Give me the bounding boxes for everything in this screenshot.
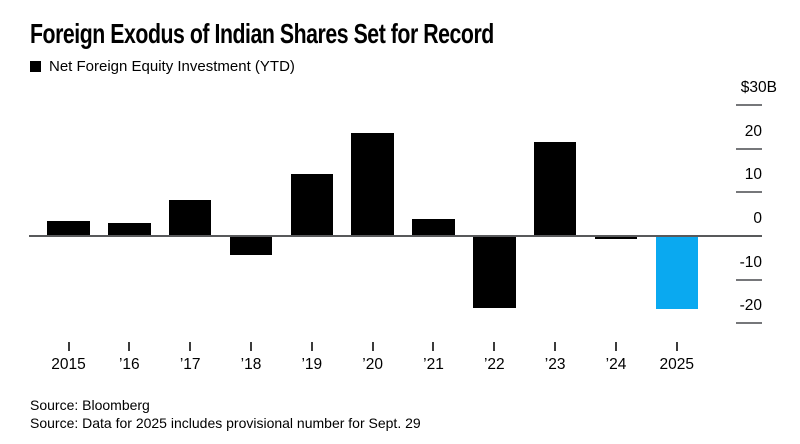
x-axis-tick bbox=[432, 342, 435, 351]
y-axis-label: 20 bbox=[744, 122, 762, 140]
y-axis-tick bbox=[736, 191, 762, 194]
y-axis-label: 10 bbox=[744, 166, 762, 184]
x-axis-tick bbox=[67, 342, 70, 351]
zero-axis-line bbox=[29, 235, 762, 237]
bar-19 bbox=[290, 173, 334, 236]
y-axis-label: 0 bbox=[753, 210, 762, 227]
bar-23 bbox=[533, 142, 577, 236]
bar-16 bbox=[108, 222, 151, 236]
bar-22 bbox=[473, 236, 516, 309]
chart-title: Foreign Exodus of Indian Shares Set for … bbox=[30, 18, 494, 49]
bar-18 bbox=[229, 236, 273, 255]
x-axis-label: ’23 bbox=[544, 356, 566, 373]
x-axis-tick bbox=[493, 342, 496, 351]
x-axis-label: 2015 bbox=[51, 356, 86, 373]
y-axis-label: -10 bbox=[739, 253, 762, 271]
x-axis-tick bbox=[128, 342, 131, 351]
x-axis-tick bbox=[371, 342, 374, 351]
bar-17 bbox=[168, 200, 212, 236]
x-axis-label: ’22 bbox=[483, 356, 505, 373]
y-axis-tick bbox=[736, 278, 762, 281]
x-axis-tick bbox=[310, 342, 313, 351]
x-axis-tick bbox=[189, 342, 192, 351]
x-axis-label: ’20 bbox=[362, 356, 383, 373]
x-axis-label: ’21 bbox=[423, 356, 444, 373]
x-axis-label: ’18 bbox=[240, 356, 262, 373]
y-axis-tick bbox=[736, 322, 762, 325]
x-axis-tick bbox=[614, 342, 617, 351]
bar-24 bbox=[594, 236, 638, 240]
x-axis-tick bbox=[675, 342, 678, 351]
y-axis-tick bbox=[736, 103, 762, 106]
x-axis-tick bbox=[554, 342, 557, 351]
y-axis-label: $30B bbox=[740, 78, 777, 96]
source-line-2: Source: Data for 2025 includes provision… bbox=[30, 415, 421, 431]
y-axis-label: -20 bbox=[739, 297, 762, 315]
y-axis-tick bbox=[736, 147, 762, 150]
bar-2015 bbox=[47, 220, 90, 236]
source-line-1: Source: Bloomberg bbox=[30, 397, 150, 413]
legend: Net Foreign Equity Investment (YTD) bbox=[30, 58, 295, 75]
bar-20 bbox=[351, 133, 394, 236]
x-axis-tick bbox=[249, 342, 252, 351]
bar-21 bbox=[412, 218, 455, 236]
x-axis-label: ’17 bbox=[179, 356, 201, 373]
x-axis-label: ’19 bbox=[301, 356, 323, 373]
legend-label: Net Foreign Equity Investment (YTD) bbox=[49, 58, 295, 75]
legend-swatch-icon bbox=[30, 61, 41, 72]
x-axis-label: ’16 bbox=[118, 356, 140, 373]
x-axis-label: 2025 bbox=[659, 356, 695, 373]
x-axis-label: ’24 bbox=[605, 356, 627, 373]
footer: Source: Bloomberg Source: Data for 2025 … bbox=[30, 396, 421, 432]
bar-2025 bbox=[655, 236, 699, 310]
